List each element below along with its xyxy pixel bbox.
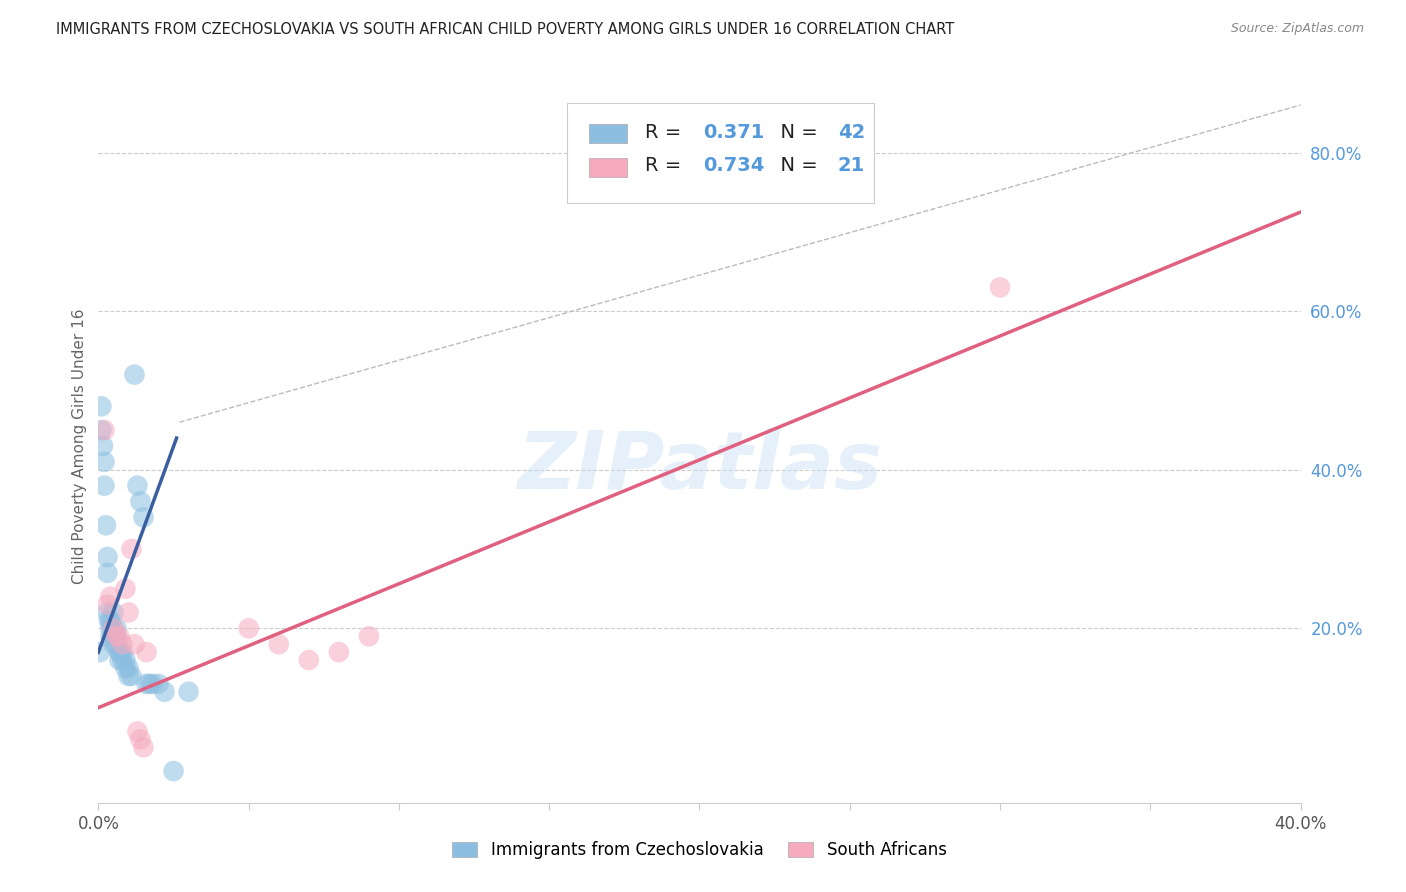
Y-axis label: Child Poverty Among Girls Under 16: Child Poverty Among Girls Under 16 — [72, 309, 87, 583]
Point — [103, 629, 125, 643]
Point — [357, 629, 380, 643]
Point — [127, 478, 149, 492]
Point — [100, 614, 122, 628]
Point — [121, 542, 143, 557]
Legend: Immigrants from Czechoslovakia, South Africans: Immigrants from Czechoslovakia, South Af… — [446, 835, 953, 866]
FancyBboxPatch shape — [589, 124, 627, 144]
Point — [90, 400, 112, 414]
Point — [111, 637, 134, 651]
Point — [100, 590, 122, 604]
Point — [117, 669, 139, 683]
Point — [238, 621, 260, 635]
Point — [117, 606, 139, 620]
Point — [105, 629, 128, 643]
Point — [127, 724, 149, 739]
FancyBboxPatch shape — [567, 103, 873, 203]
Point — [105, 621, 128, 635]
Point — [108, 629, 131, 643]
Point — [93, 455, 115, 469]
Point — [91, 439, 114, 453]
Point — [108, 645, 131, 659]
Point — [103, 606, 125, 620]
Point — [121, 669, 143, 683]
Point — [138, 677, 160, 691]
Point — [129, 494, 152, 508]
Point — [100, 621, 122, 635]
Text: 21: 21 — [838, 156, 865, 175]
Point — [96, 549, 118, 564]
Point — [105, 629, 128, 643]
Text: N =: N = — [768, 156, 824, 175]
Point — [129, 732, 152, 747]
Point — [124, 368, 146, 382]
Point — [94, 518, 117, 533]
Text: 42: 42 — [838, 122, 865, 142]
Point — [100, 629, 122, 643]
Point — [177, 685, 200, 699]
Point — [96, 566, 118, 580]
Point — [988, 280, 1011, 294]
Point — [153, 685, 176, 699]
Point — [298, 653, 321, 667]
Point — [93, 478, 115, 492]
FancyBboxPatch shape — [589, 158, 627, 177]
Point — [111, 645, 134, 659]
Point — [108, 653, 131, 667]
Point — [108, 645, 131, 659]
Point — [148, 677, 170, 691]
Text: N =: N = — [768, 122, 824, 142]
Text: Source: ZipAtlas.com: Source: ZipAtlas.com — [1230, 22, 1364, 36]
Point — [93, 423, 115, 437]
Point — [328, 645, 350, 659]
Point — [124, 637, 146, 651]
Point — [111, 653, 134, 667]
Point — [141, 677, 163, 691]
Text: IMMIGRANTS FROM CZECHOSLOVAKIA VS SOUTH AFRICAN CHILD POVERTY AMONG GIRLS UNDER : IMMIGRANTS FROM CZECHOSLOVAKIA VS SOUTH … — [56, 22, 955, 37]
Point — [97, 614, 120, 628]
Point — [103, 637, 125, 651]
Point — [89, 645, 111, 659]
Point — [96, 598, 118, 612]
Point — [103, 621, 125, 635]
Point — [132, 510, 155, 524]
Text: R =: R = — [645, 122, 688, 142]
Point — [114, 653, 136, 667]
Text: 0.734: 0.734 — [703, 156, 765, 175]
Point — [267, 637, 290, 651]
Point — [135, 677, 157, 691]
Point — [105, 637, 128, 651]
Point — [162, 764, 184, 778]
Text: 0.371: 0.371 — [703, 122, 765, 142]
Point — [114, 582, 136, 596]
Point — [90, 423, 112, 437]
Text: ZIPatlas: ZIPatlas — [517, 428, 882, 507]
Point — [96, 606, 118, 620]
Point — [135, 645, 157, 659]
Point — [117, 661, 139, 675]
Point — [132, 740, 155, 755]
Point — [103, 621, 125, 635]
Point — [114, 661, 136, 675]
Text: R =: R = — [645, 156, 688, 175]
